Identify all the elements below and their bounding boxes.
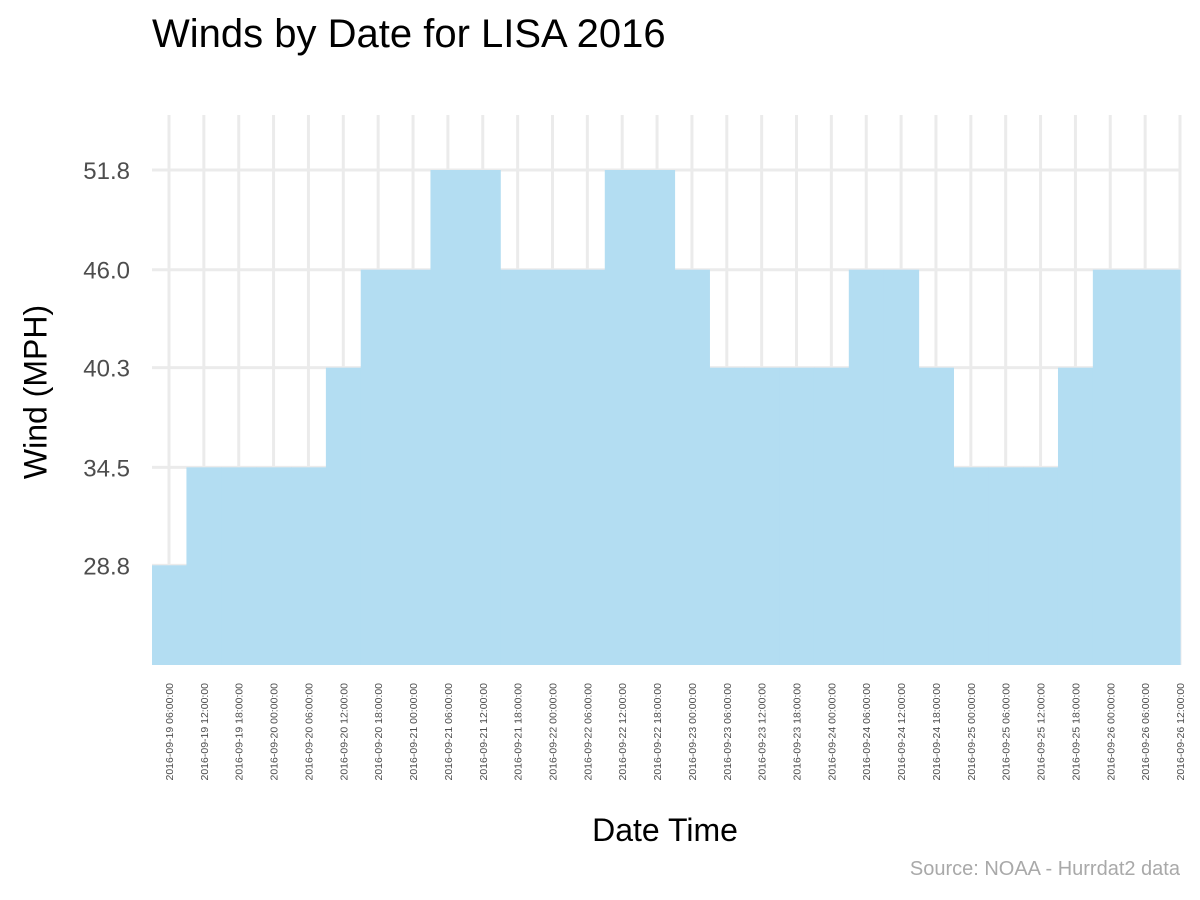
wind-bar <box>674 269 710 665</box>
x-tick-label: 2016-09-26 00:00:00 <box>1105 683 1117 781</box>
wind-bar <box>639 170 676 665</box>
x-tick-label: 2016-09-19 12:00:00 <box>199 683 211 781</box>
wind-bar <box>221 467 257 665</box>
wind-bars <box>152 170 1181 665</box>
x-tick-label: 2016-09-22 12:00:00 <box>617 683 629 781</box>
x-tick-label: 2016-09-26 06:00:00 <box>1140 683 1152 781</box>
x-tick-label: 2016-09-20 12:00:00 <box>338 683 350 781</box>
y-tick-label: 28.8 <box>83 553 130 580</box>
wind-bar <box>325 367 362 665</box>
wind-bar <box>360 269 397 665</box>
wind-bar <box>535 269 571 665</box>
x-tick-label: 2016-09-21 06:00:00 <box>443 683 455 781</box>
x-tick-label: 2016-09-25 12:00:00 <box>1036 683 1048 781</box>
x-axis-label: Date Time <box>592 812 738 848</box>
x-tick-label: 2016-09-23 00:00:00 <box>687 683 699 781</box>
x-tick-label: 2016-09-22 18:00:00 <box>652 683 664 781</box>
x-tick-label: 2016-09-22 06:00:00 <box>582 683 594 781</box>
source-caption: Source: NOAA - Hurrdat2 data <box>909 858 1180 880</box>
x-tick-label: 2016-09-22 00:00:00 <box>547 683 559 781</box>
wind-bar <box>569 269 606 665</box>
wind-bar <box>883 269 920 665</box>
x-tick-label: 2016-09-19 06:00:00 <box>164 683 176 781</box>
wind-bar <box>256 467 292 665</box>
x-tick-label: 2016-09-23 18:00:00 <box>792 683 804 781</box>
x-tick-label: 2016-09-24 12:00:00 <box>896 683 908 781</box>
wind-bar <box>988 467 1024 665</box>
wind-bar <box>813 367 850 665</box>
wind-bar <box>1023 467 1059 665</box>
x-tick-label: 2016-09-24 18:00:00 <box>931 683 943 781</box>
wind-bar <box>709 367 745 665</box>
wind-bar <box>918 367 954 665</box>
x-tick-label: 2016-09-24 00:00:00 <box>826 683 838 781</box>
y-tick-labels: 28.8 34.5 40.3 46.0 51.8 <box>83 158 130 580</box>
wind-bar <box>1127 269 1164 665</box>
y-tick-label: 40.3 <box>83 356 130 383</box>
x-tick-label: 2016-09-20 06:00:00 <box>303 683 315 781</box>
wind-bar <box>395 269 432 665</box>
x-tick-label: 2016-09-21 12:00:00 <box>478 683 490 781</box>
wind-bar <box>291 467 327 665</box>
x-tick-label: 2016-09-21 00:00:00 <box>408 683 420 781</box>
wind-bar <box>1057 367 1094 665</box>
x-tick-label: 2016-09-23 12:00:00 <box>757 683 769 781</box>
chart-title: Winds by Date for LISA 2016 <box>152 12 666 56</box>
wind-bar <box>779 367 815 665</box>
x-tick-label: 2016-09-24 06:00:00 <box>861 683 873 781</box>
x-tick-label: 2016-09-25 18:00:00 <box>1070 683 1082 781</box>
wind-bar <box>1092 269 1129 665</box>
wind-bar <box>186 467 222 665</box>
x-tick-label: 2016-09-19 18:00:00 <box>234 683 246 781</box>
wind-bar <box>152 565 188 665</box>
wind-bar <box>1162 269 1181 665</box>
x-tick-label: 2016-09-20 18:00:00 <box>373 683 385 781</box>
x-tick-label: 2016-09-26 12:00:00 <box>1175 683 1187 781</box>
wind-bar <box>465 170 501 665</box>
wind-bar <box>953 467 989 665</box>
wind-bar <box>604 170 641 665</box>
x-tick-label: 2016-09-23 06:00:00 <box>722 683 734 781</box>
wind-bar <box>744 367 780 665</box>
y-tick-label: 46.0 <box>83 258 130 285</box>
x-tick-label: 2016-09-25 00:00:00 <box>966 683 978 781</box>
wind-bar <box>430 170 466 665</box>
x-tick-labels: 2016-09-19 06:00:00 2016-09-19 12:00:00 20… <box>164 683 1187 781</box>
x-tick-label: 2016-09-20 00:00:00 <box>269 683 281 781</box>
wind-bar <box>848 269 885 665</box>
y-tick-label: 51.8 <box>83 158 130 185</box>
y-tick-label: 34.5 <box>83 455 130 482</box>
wind-bar <box>500 269 536 665</box>
x-tick-label: 2016-09-25 06:00:00 <box>1001 683 1013 781</box>
x-tick-label: 2016-09-21 18:00:00 <box>513 683 525 781</box>
